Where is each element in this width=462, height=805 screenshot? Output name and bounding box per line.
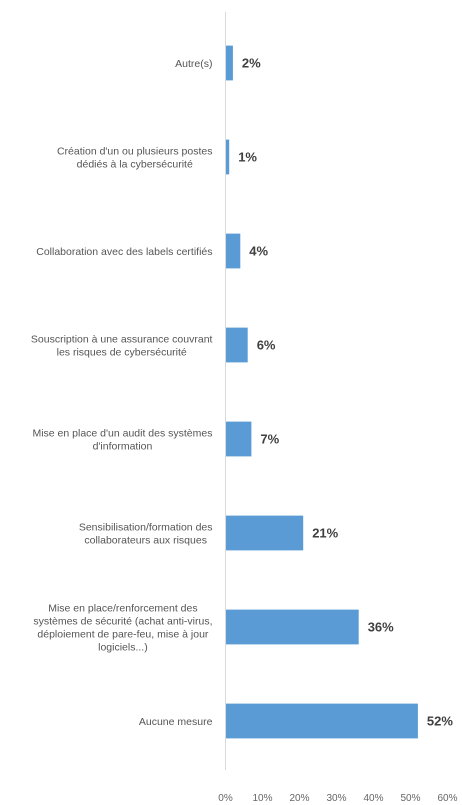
value-label-7: 52%: [427, 714, 453, 729]
x-tick-label-3: 30%: [326, 793, 346, 804]
x-tick-label-6: 60%: [437, 793, 457, 804]
bars-group: [225, 45, 418, 739]
category-label-6: Mise en place/renforcement des systèmes d…: [33, 603, 212, 654]
bar-5: [225, 515, 304, 551]
bar-1: [225, 139, 230, 175]
x-tick-label-4: 40%: [363, 793, 383, 804]
bar-0: [225, 45, 233, 81]
x-tick-label-2: 20%: [289, 793, 309, 804]
value-label-2: 4%: [249, 244, 268, 259]
value-label-5: 21%: [312, 526, 338, 541]
category-label-7: Aucune mesure: [139, 716, 213, 728]
value-labels-group: 2% 1% 4% 6% 7% 21% 36% 52%: [238, 56, 453, 729]
bar-3: [225, 327, 248, 363]
x-tick-label-5: 50%: [400, 793, 420, 804]
category-label-5: Sensibilisation/formation des collaborate…: [79, 522, 213, 547]
x-tick-labels-group: 0% 10% 20% 30% 40% 50% 60%: [218, 793, 457, 804]
x-tick-label-0: 0%: [218, 793, 233, 804]
bar-4: [225, 421, 252, 457]
value-label-6: 36%: [368, 620, 394, 635]
bar-6: [225, 609, 359, 645]
value-label-1: 1%: [238, 150, 257, 165]
category-label-2: Collaboration avec des labels certifiés: [36, 246, 212, 258]
value-label-3: 6%: [257, 338, 276, 353]
category-label-1: Création d'un ou plusieurs postes dédiés …: [57, 146, 213, 171]
x-tick-label-1: 10%: [252, 793, 272, 804]
bar-7: [225, 703, 418, 739]
category-labels-group: Autre(s) Création d'un ou plusieurs poste…: [31, 58, 213, 728]
value-label-0: 2%: [242, 56, 261, 71]
bar-2: [225, 233, 241, 269]
value-label-4: 7%: [260, 432, 279, 447]
category-label-3: Souscription à une assurance couvrant les…: [31, 334, 213, 359]
category-label-0: Autre(s): [175, 58, 212, 70]
category-label-4: Mise en place d'un audit des systèmes d'i…: [32, 428, 212, 453]
